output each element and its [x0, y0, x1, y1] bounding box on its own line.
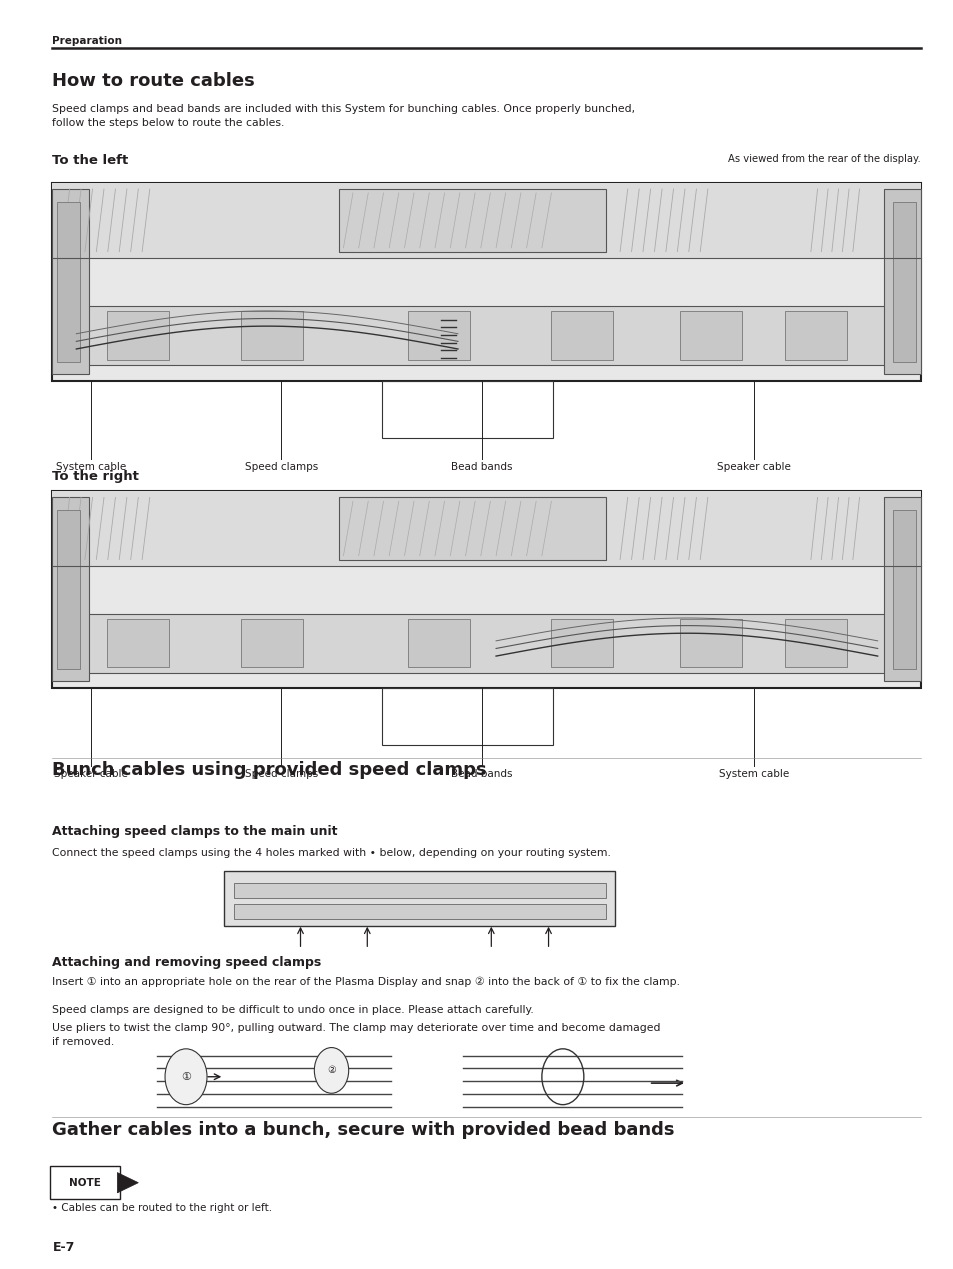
Text: Attaching and removing speed clamps: Attaching and removing speed clamps: [52, 956, 321, 968]
Text: To the left: To the left: [52, 154, 129, 166]
Text: To the right: To the right: [52, 470, 139, 482]
Text: NOTE: NOTE: [69, 1178, 101, 1188]
Text: How to route cables: How to route cables: [52, 72, 255, 90]
FancyBboxPatch shape: [551, 311, 613, 360]
FancyBboxPatch shape: [679, 618, 741, 667]
FancyBboxPatch shape: [57, 202, 80, 362]
Text: Bead bands: Bead bands: [451, 462, 512, 472]
FancyBboxPatch shape: [551, 618, 613, 667]
FancyBboxPatch shape: [52, 491, 920, 566]
Text: ②: ②: [327, 1066, 335, 1075]
FancyBboxPatch shape: [52, 189, 89, 374]
Text: Bead bands: Bead bands: [451, 769, 512, 779]
Text: Use pliers to twist the clamp 90°, pulling outward. The clamp may deteriorate ov: Use pliers to twist the clamp 90°, pulli…: [52, 1023, 660, 1047]
Text: Connect the speed clamps using the 4 holes marked with • below, depending on you: Connect the speed clamps using the 4 hol…: [52, 848, 611, 858]
FancyBboxPatch shape: [407, 311, 469, 360]
Text: Preparation: Preparation: [52, 36, 122, 46]
Text: Insert ① into an appropriate hole on the rear of the Plasma Display and snap ② i: Insert ① into an appropriate hole on the…: [52, 977, 679, 987]
FancyBboxPatch shape: [50, 1166, 120, 1199]
Polygon shape: [117, 1173, 138, 1193]
FancyBboxPatch shape: [76, 613, 896, 673]
FancyBboxPatch shape: [52, 183, 920, 258]
FancyBboxPatch shape: [679, 311, 741, 360]
FancyBboxPatch shape: [57, 510, 80, 669]
Text: Attaching speed clamps to the main unit: Attaching speed clamps to the main unit: [52, 825, 337, 838]
Text: Bunch cables using provided speed clamps: Bunch cables using provided speed clamps: [52, 761, 487, 779]
FancyBboxPatch shape: [783, 618, 845, 667]
Text: Speed clamps and bead bands are included with this System for bunching cables. O: Speed clamps and bead bands are included…: [52, 104, 635, 128]
Text: Speed clamps are designed to be difficult to undo once in place. Please attach c: Speed clamps are designed to be difficul…: [52, 1005, 534, 1015]
FancyBboxPatch shape: [407, 618, 469, 667]
Text: System cable: System cable: [55, 462, 126, 472]
FancyBboxPatch shape: [233, 883, 605, 898]
Text: Speaker cable: Speaker cable: [53, 769, 128, 779]
FancyBboxPatch shape: [107, 311, 170, 360]
FancyBboxPatch shape: [76, 306, 896, 365]
FancyBboxPatch shape: [52, 183, 920, 381]
FancyBboxPatch shape: [233, 904, 605, 919]
FancyBboxPatch shape: [892, 510, 915, 669]
Text: ①: ①: [181, 1072, 191, 1081]
FancyBboxPatch shape: [52, 491, 920, 688]
Text: E-7: E-7: [52, 1241, 74, 1254]
Text: System cable: System cable: [718, 769, 788, 779]
FancyBboxPatch shape: [338, 497, 605, 560]
FancyBboxPatch shape: [892, 202, 915, 362]
FancyBboxPatch shape: [107, 618, 170, 667]
FancyBboxPatch shape: [883, 189, 920, 374]
FancyBboxPatch shape: [883, 497, 920, 681]
FancyBboxPatch shape: [783, 311, 845, 360]
Text: Speed clamps: Speed clamps: [245, 769, 317, 779]
Circle shape: [165, 1048, 207, 1104]
Circle shape: [314, 1048, 348, 1093]
FancyBboxPatch shape: [224, 871, 615, 926]
FancyBboxPatch shape: [338, 189, 605, 251]
Text: • Cables can be routed to the right or left.: • Cables can be routed to the right or l…: [52, 1203, 273, 1213]
Text: Speed clamps: Speed clamps: [245, 462, 317, 472]
Text: Gather cables into a bunch, secure with provided bead bands: Gather cables into a bunch, secure with …: [52, 1121, 675, 1138]
FancyBboxPatch shape: [240, 618, 302, 667]
FancyBboxPatch shape: [52, 497, 89, 681]
Text: As viewed from the rear of the display.: As viewed from the rear of the display.: [727, 154, 920, 164]
Text: Speaker cable: Speaker cable: [716, 462, 790, 472]
FancyBboxPatch shape: [240, 311, 302, 360]
